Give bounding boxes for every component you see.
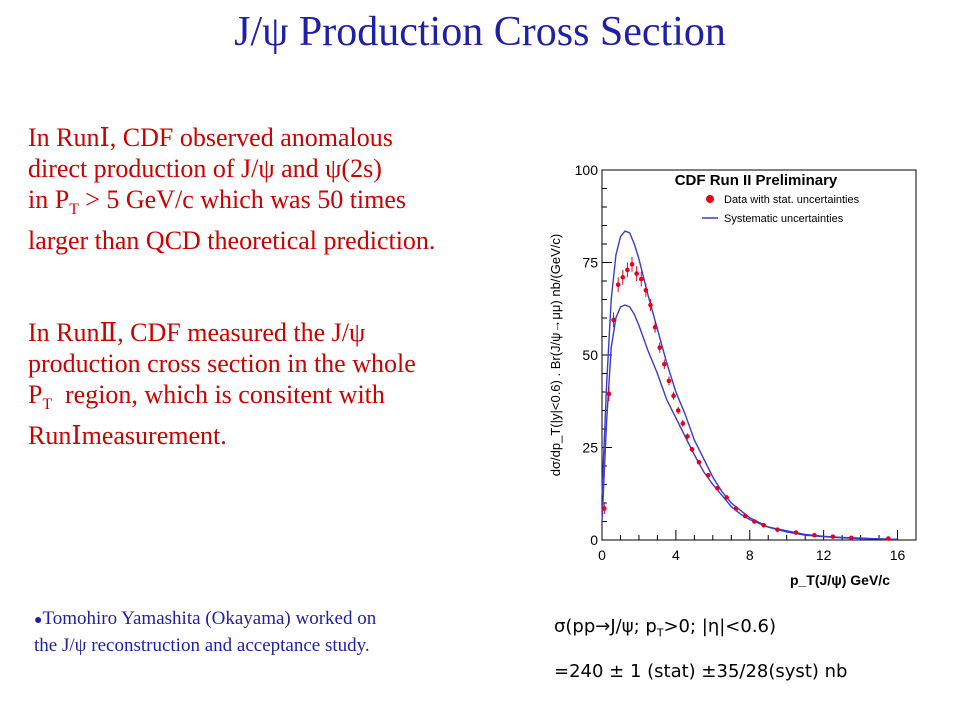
data-point (657, 345, 663, 350)
y-axis-label: dσ/dp_T(|y|<0.6) . Br(J/ψ→μμ) nb/(GeV/c) (548, 234, 563, 476)
data-point (685, 434, 690, 439)
paragraph-run1: In RunⅠ, CDF observed anomalous direct p… (28, 122, 528, 256)
data-point (620, 275, 626, 280)
legend-label-data: Data with stat. uncertainties (724, 194, 860, 206)
cross-section-definition: σ(pp→J/ψ; pT>0; |η|<0.6) (554, 616, 954, 640)
systematic-upper-curve (601, 230, 898, 540)
x-tick-label: 12 (816, 547, 832, 563)
data-point (638, 276, 644, 282)
data-point (652, 324, 658, 330)
text-fragment: in P (28, 185, 70, 214)
note-line: ●Tomohiro Yamashita (Okayama) worked on (34, 606, 494, 633)
y-tick-label: 50 (582, 347, 598, 363)
data-point (761, 522, 766, 528)
paragraph-run2: In RunⅡ, CDF measured the J/ψ production… (28, 317, 528, 451)
text-fragment: P (28, 380, 43, 409)
acknowledgement-note: ●Tomohiro Yamashita (Okayama) worked on … (34, 606, 494, 658)
paragraph-line: larger than QCD theoretical prediction. (28, 226, 436, 256)
paragraph-line: In RunⅡ, CDF measured the J/ψ (28, 318, 366, 347)
result-fragment: σ(pp→J/ψ; p (554, 616, 657, 637)
x-tick-label: 8 (746, 547, 754, 563)
data-point (742, 513, 748, 519)
data-point (752, 519, 757, 524)
paragraph-line: in PT > 5 GeV/c which was 50 times (28, 184, 528, 225)
data-point (696, 460, 702, 465)
result-fragment: >0; |η|<0.6) (663, 616, 777, 637)
chart-title: CDF Run II Preliminary (675, 172, 838, 189)
x-tick-label: 16 (890, 547, 906, 563)
data-point (671, 393, 676, 398)
paragraph-line: PT region, which is consitent with (28, 379, 528, 420)
x-tick-label: 4 (672, 547, 680, 563)
data-point (675, 408, 681, 413)
y-tick-label: 100 (575, 162, 599, 178)
data-point (666, 378, 672, 384)
data-point (793, 530, 799, 535)
data-point (615, 282, 621, 287)
note-text: Tomohiro Yamashita (Okayama) worked on (42, 608, 377, 629)
data-point (625, 267, 630, 273)
data-point (812, 532, 817, 538)
data-point (705, 472, 711, 478)
data-point (775, 527, 780, 532)
y-tick-label: 25 (582, 440, 598, 456)
systematic-lower-curve (601, 304, 898, 540)
bullet-icon: ● (34, 613, 43, 628)
y-tick-label: 75 (582, 255, 598, 271)
data-point (724, 495, 729, 500)
legend-label-systematic: Systematic uncertainties (724, 213, 844, 225)
data-point (643, 287, 649, 293)
paragraph-line: In RunⅠ, CDF observed anomalous (28, 123, 393, 152)
cross-section-value: =240 ± 1 (stat) ±35/28(syst) nb (554, 661, 848, 682)
axis-labels: 0 4 8 12 16 0 25 50 75 100 (575, 162, 906, 563)
data-point (885, 536, 891, 541)
legend: Data with stat. uncertainties Systematic… (702, 194, 860, 225)
paragraph-line: RunⅠmeasurement. (28, 421, 227, 451)
subscript: T (69, 201, 79, 219)
subscript: T (42, 396, 52, 414)
legend-dot-marker (706, 195, 714, 203)
data-point (648, 302, 653, 308)
data-point (830, 534, 836, 539)
data-point (611, 317, 616, 323)
text-fragment: region, which is consitent with (52, 380, 385, 409)
x-tick-label: 0 (598, 547, 606, 563)
data-point (662, 361, 667, 367)
x-axis-label: p_T(J/ψ) GeV/c (790, 572, 890, 588)
data-point (849, 535, 854, 541)
data-point (629, 262, 635, 267)
paragraph-line: production cross section in the whole (28, 349, 416, 378)
data-point (689, 447, 695, 452)
paragraph-line: direct production of J/ψ and ψ(2s) (28, 154, 382, 183)
data-point (606, 391, 612, 397)
data-point (715, 485, 720, 491)
data-point (733, 506, 739, 511)
slide-title: J/ψ Production Cross Section (234, 9, 726, 55)
y-tick-label: 0 (590, 532, 598, 548)
text-fragment: > 5 GeV/c which was 50 times (78, 185, 407, 214)
subscript: T (656, 626, 664, 640)
cross-section-chart: 0 4 8 12 16 0 25 50 75 100 CDF Run II Preliminary… (548, 162, 917, 588)
data-point (680, 421, 686, 426)
data-points (602, 256, 891, 541)
data-point (602, 506, 607, 511)
systematic-band (601, 230, 898, 540)
data-point (634, 271, 639, 276)
note-line: the J/ψ reconstruction and acceptance st… (34, 635, 370, 656)
